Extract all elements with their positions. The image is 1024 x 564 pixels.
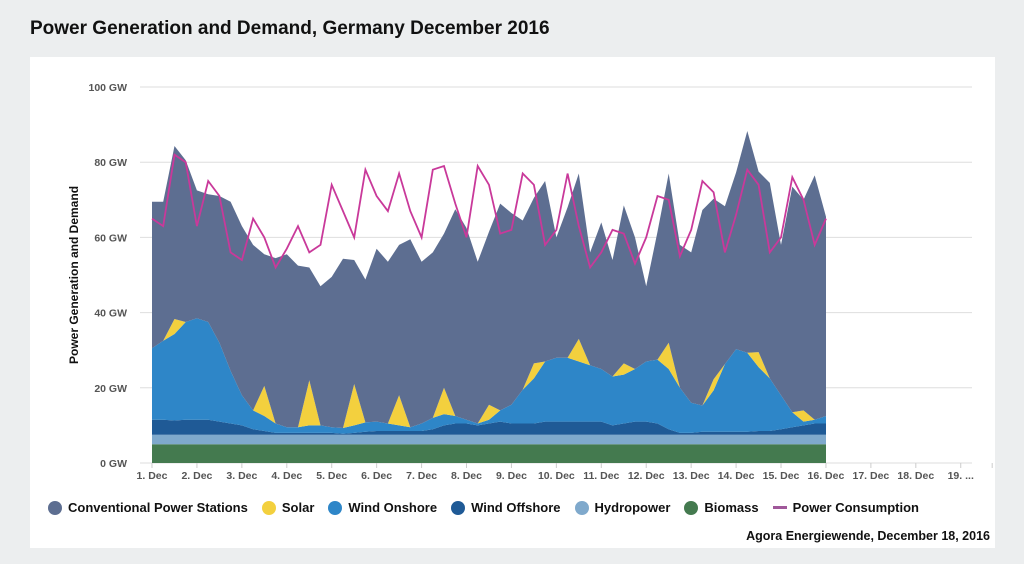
legend-item[interactable]: Hydropower (574, 500, 671, 515)
x-tick-label: 3. Dec (226, 470, 257, 482)
source-credit: Agora Energiewende, December 18, 2016 (746, 529, 990, 543)
legend-item[interactable]: Biomass (684, 500, 759, 515)
legend-label: Hydropower (594, 500, 671, 515)
x-tick-label: 18. Dec (897, 470, 934, 482)
line-swatch-icon (772, 506, 787, 509)
legend-label: Solar (281, 500, 315, 515)
dot-swatch-icon (684, 500, 699, 515)
x-tick-label: 5. Dec (316, 470, 347, 482)
x-tick-label: 14. Dec (718, 470, 755, 482)
y-tick-label: 80 GW (94, 157, 127, 169)
x-tick-label: 2. Dec (181, 470, 212, 482)
x-tick-label: 13. Dec (673, 470, 710, 482)
y-tick-label: 0 GW (100, 458, 127, 470)
x-tick-label: 6. Dec (361, 470, 392, 482)
x-tick-label: 15. Dec (763, 470, 800, 482)
x-tick-label: 9. Dec (496, 470, 527, 482)
x-tick-label: 19. ... (948, 470, 974, 482)
y-axis-title: Power Generation and Demand (67, 186, 81, 364)
legend-item[interactable]: Wind Onshore (328, 500, 437, 515)
x-tick-label: 7. Dec (406, 470, 437, 482)
x-tick-label: 11. Dec (583, 470, 619, 482)
y-tick-label: 40 GW (94, 308, 127, 320)
legend-label: Biomass (704, 500, 759, 515)
y-tick-label: 20 GW (94, 383, 127, 395)
legend-label: Power Consumption (792, 500, 919, 515)
legend-item[interactable]: Power Consumption (772, 500, 919, 515)
area-solar (152, 318, 826, 428)
y-tick-label: 100 GW (88, 82, 127, 94)
area-biomass (152, 444, 826, 463)
dot-swatch-icon (328, 500, 343, 515)
area-wind-onshore (152, 318, 826, 434)
x-axis-ticks: 1. Dec 2. Dec 3. Dec 4. Dec 5. Dec 6. Dec 7. D… (137, 463, 993, 482)
legend-label: Wind Offshore (471, 500, 561, 515)
legend-item[interactable]: Conventional Power Stations (48, 500, 248, 515)
consumption-line-group (151, 153, 827, 270)
legend-label: Wind Onshore (348, 500, 438, 515)
area-hydropower (152, 434, 826, 445)
legend: Conventional Power Stations Solar Wind Ons… (48, 500, 933, 515)
y-tick-label: 60 GW (94, 232, 127, 244)
legend-label: Conventional Power Stations (68, 500, 248, 515)
line-power-consumption (151, 153, 827, 270)
area-conventional-power-stations (152, 131, 826, 428)
dot-swatch-icon (574, 500, 589, 515)
x-tick-label: 10. Dec (538, 470, 575, 482)
x-tick-label: 4. Dec (271, 470, 302, 482)
y-axis-ticks: 0 GW 20 GW 40 GW 60 GW 80 GW 100 GW (88, 82, 127, 470)
chart-title: Power Generation and Demand, Germany Dec… (30, 18, 550, 39)
x-tick-label: 17. Dec (852, 470, 889, 482)
legend-item[interactable]: Solar (261, 500, 315, 515)
stacked-areas (152, 131, 826, 463)
x-tick-label: 1. Dec (137, 470, 168, 482)
x-tick-label: 16. Dec (808, 470, 845, 482)
legend-item[interactable]: Wind Offshore (451, 500, 561, 515)
x-tick-label: 12. Dec (628, 470, 665, 482)
x-tick-label: 8. Dec (451, 470, 482, 482)
area-wind-offshore (152, 419, 826, 435)
dot-swatch-icon (48, 500, 62, 515)
dot-swatch-icon (451, 500, 466, 515)
dot-swatch-icon (261, 500, 276, 515)
